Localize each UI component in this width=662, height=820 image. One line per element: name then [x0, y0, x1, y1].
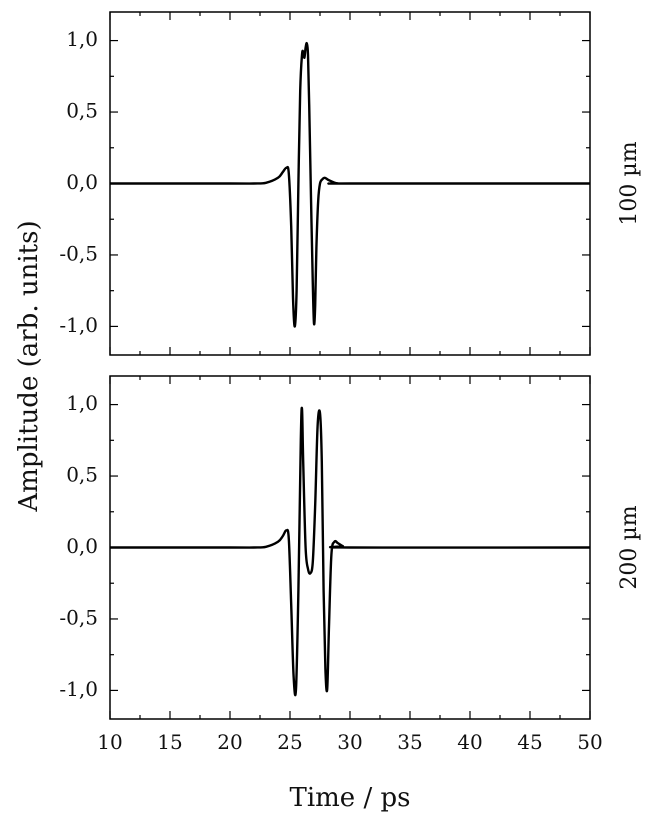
panels: 1,0 0,5 0,0 -0,5 -1,0 100 µm 1,0 0,5 0,0 -0,5 -1,0…: [59, 11, 642, 754]
panel-1: 1,0 0,5 0,0 -0,5 -1,0 100 µm: [59, 11, 642, 356]
y-tick-label: -0,5: [59, 605, 98, 629]
y-tick-label: 0,0: [66, 534, 98, 558]
x-tick-label: 15: [157, 730, 182, 754]
y-tick-label: 1,0: [66, 391, 98, 415]
y-tick-label: -1,0: [59, 677, 98, 701]
x-axis-title: Time / ps: [290, 783, 411, 813]
series-line: [110, 406, 590, 697]
x-tick-label: 35: [397, 730, 422, 754]
x-tick-label: 50: [577, 730, 602, 754]
y-tick-label: 0,5: [66, 463, 98, 487]
y-tick-label: -1,0: [59, 313, 98, 337]
series-line: [110, 41, 590, 328]
y-axis-title: Amplitude (arb. units): [14, 220, 44, 512]
panel-side-label: 200 µm: [617, 505, 642, 589]
panel-2: 1,0 0,5 0,0 -0,5 -1,0 10 15 20 25 30 35 40 45 50 200 µ…: [59, 375, 642, 754]
y-tick-label: 0,5: [66, 99, 98, 123]
x-tick-label: 40: [457, 730, 482, 754]
x-tick-label: 30: [337, 730, 362, 754]
y-tick-label: 0,0: [66, 170, 98, 194]
x-tick-label: 20: [217, 730, 242, 754]
x-tick-label: 10: [97, 730, 122, 754]
y-tick-label: 1,0: [66, 27, 98, 51]
panel-side-label: 100 µm: [617, 141, 642, 225]
x-tick-label: 25: [277, 730, 302, 754]
y-tick-label: -0,5: [59, 241, 98, 265]
x-tick-label: 45: [517, 730, 542, 754]
